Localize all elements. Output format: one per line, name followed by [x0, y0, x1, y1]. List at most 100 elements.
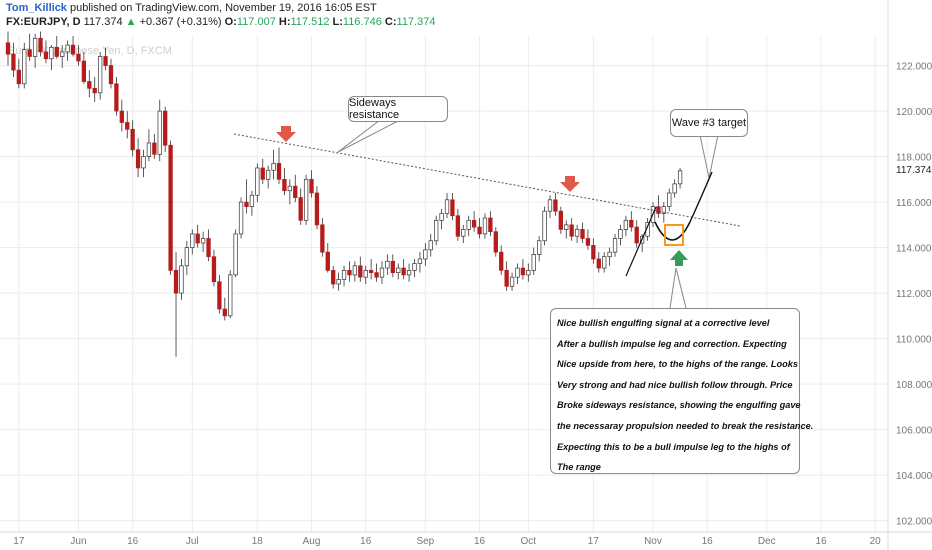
candle-down [656, 206, 661, 214]
candle-up [412, 263, 417, 271]
time-tick-label: Nov [644, 536, 662, 547]
candle-down [558, 210, 563, 230]
candle-up [466, 219, 471, 230]
time-tick-label: Sep [416, 536, 434, 547]
candlesticks [5, 31, 683, 357]
candle-up [509, 276, 515, 287]
candle-up [141, 156, 146, 169]
candle-up [32, 37, 38, 57]
candle-down [450, 199, 455, 217]
callout-pointer-sideways-2 [337, 119, 401, 153]
candle-up [385, 260, 390, 269]
callout-text: Wave #3 target [671, 117, 747, 129]
candle-up [190, 233, 195, 248]
candle-up [60, 51, 65, 57]
price-tick-label: 122.000 [896, 62, 932, 73]
high-label: H: [278, 16, 291, 28]
candle-down [222, 308, 227, 317]
candle-up [417, 258, 423, 264]
candle-down [211, 256, 217, 283]
candle-down [347, 269, 352, 276]
candle-down [314, 192, 320, 226]
candle-down [168, 144, 173, 271]
price-tick-label: 104.000 [896, 471, 932, 482]
price-tick-label: 102.000 [896, 517, 932, 528]
price-tick-label: 118.000 [896, 153, 932, 164]
callout-pointer-note-2 [675, 267, 687, 309]
candle-up [439, 213, 444, 221]
candle-up [482, 217, 488, 235]
candle-up [537, 240, 542, 255]
callout-text: Sideways resistance [349, 97, 400, 121]
candle-up [547, 199, 553, 212]
time-tick-label: 16 [815, 536, 827, 547]
price-tick-label: 116.000 [896, 198, 932, 209]
candle-down [38, 37, 43, 53]
candle-up [97, 56, 103, 94]
candle-down [125, 122, 130, 130]
candle-up [396, 267, 401, 273]
candle-down [585, 238, 591, 246]
candle-up [677, 170, 683, 185]
time-tick-label: Oct [521, 536, 537, 547]
watermark-symbol-name: Euro FX/Japanese Yen, D, FXCM [8, 45, 172, 57]
candle-down [471, 219, 477, 228]
price-tick-label: 112.000 [896, 289, 932, 300]
candle-down [173, 269, 179, 294]
time-tick-label: 16 [702, 536, 714, 547]
candle-down [634, 226, 639, 244]
candle-down [260, 167, 265, 180]
candle-down [11, 53, 16, 71]
candle-up [233, 233, 238, 276]
callout-analysis-note: Nice bullish engulfing signal at a corre… [550, 308, 813, 474]
candle-down [488, 217, 493, 233]
time-tick-label: 17 [13, 536, 25, 547]
callout-pointer-note [669, 267, 677, 309]
candle-down [43, 51, 49, 60]
candle-down [293, 185, 298, 198]
arrow-down-icon [560, 176, 580, 192]
svg-text:117.374: 117.374 [896, 165, 932, 176]
candle-down [119, 110, 124, 123]
candle-down [244, 201, 249, 207]
author-link[interactable]: Tom_Killick [6, 2, 67, 14]
candle-up [515, 267, 520, 278]
price-tick-label: 120.000 [896, 107, 932, 118]
candle-down [298, 197, 303, 221]
candle-down [70, 44, 76, 55]
candle-up [49, 47, 54, 60]
candle-down [81, 60, 87, 82]
candle-down [276, 163, 282, 180]
candle-down [520, 267, 526, 276]
candle-up [428, 240, 433, 251]
candle-up [564, 224, 569, 230]
candle-up [672, 183, 677, 194]
candle-down [114, 83, 119, 112]
candle-down [493, 231, 498, 253]
candle-up [22, 49, 27, 85]
symbol-name[interactable]: FX:EURJPY, D [6, 16, 81, 28]
candle-down [217, 281, 222, 310]
candle-up [434, 219, 439, 242]
candle-up [667, 192, 672, 207]
candle-down [76, 53, 81, 62]
candle-up [542, 210, 547, 242]
low-label: L: [332, 16, 343, 28]
candle-down [455, 215, 461, 237]
open-label: O: [224, 16, 237, 28]
note-line: Very strong and had nice bullish follow … [557, 379, 793, 390]
candle-down [368, 269, 374, 273]
candle-down [130, 128, 135, 151]
note-line: The range [557, 462, 601, 473]
engulfing-arc [654, 221, 691, 241]
candle-up [336, 279, 341, 285]
candle-up [574, 229, 580, 237]
candle-up [607, 251, 612, 258]
candle-up [352, 265, 358, 276]
candle-up [531, 254, 536, 271]
candle-down [596, 258, 601, 269]
candle-up [200, 238, 206, 244]
candle-down [477, 226, 482, 235]
candle-up [379, 267, 385, 278]
price-axis: 122.000 120.000 118.000 116.000 114.000 112.0… [887, 0, 932, 550]
